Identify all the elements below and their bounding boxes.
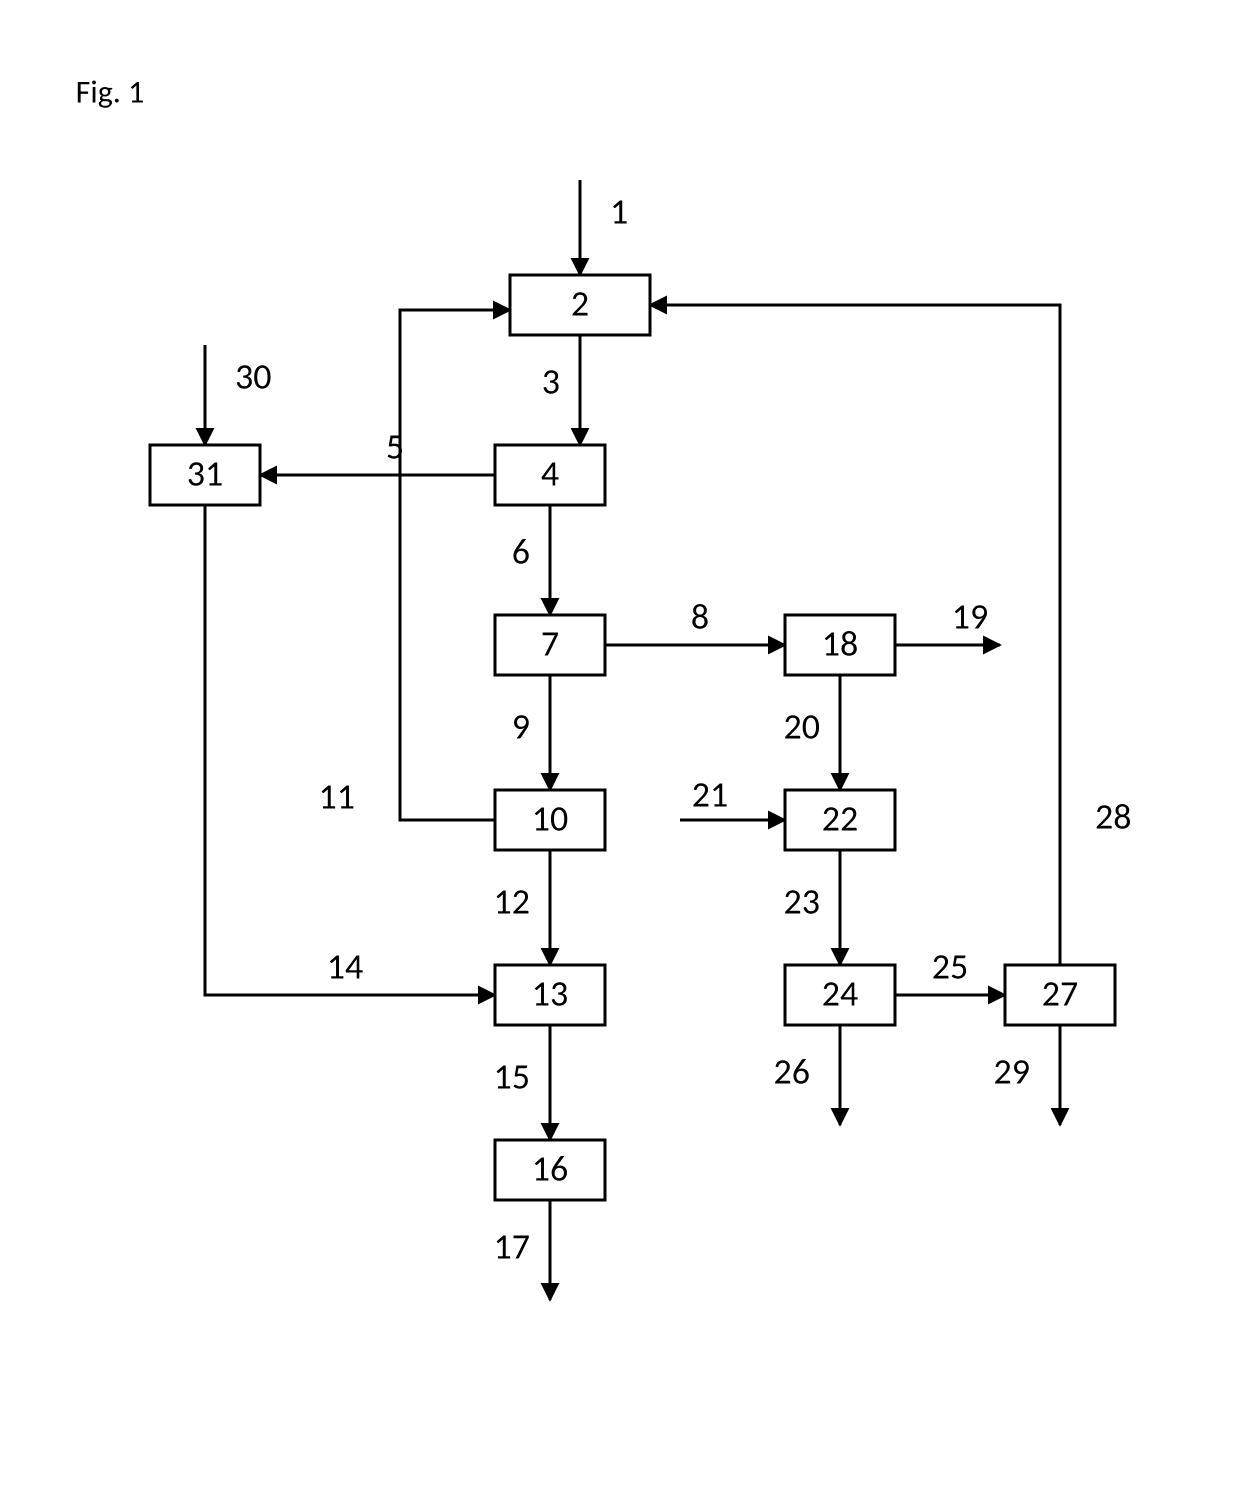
node-label-24: 24 [822, 972, 859, 1016]
node-label-2: 2 [571, 282, 589, 326]
edge-label-1: 1 [610, 190, 628, 234]
edge-11 [400, 310, 510, 820]
edge-label-23: 23 [784, 880, 821, 924]
edge-label-26: 26 [774, 1050, 811, 1094]
edge-label-6: 6 [512, 530, 530, 574]
edge-14 [205, 505, 495, 995]
node-label-31: 31 [187, 452, 224, 496]
edge-label-15: 15 [494, 1055, 531, 1099]
node-label-22: 22 [822, 797, 859, 841]
flowchart-diagram: Fig. 11356891112141517192021232526282930… [0, 0, 1240, 1492]
figure-title: Fig. 1 [76, 73, 145, 112]
edge-label-28: 28 [1095, 795, 1132, 839]
edge-label-20: 20 [784, 705, 821, 749]
edge-label-30: 30 [235, 355, 272, 399]
edge-label-21: 21 [692, 773, 729, 817]
edge-label-25: 25 [932, 945, 969, 989]
edge-label-14: 14 [327, 945, 364, 989]
node-label-7: 7 [541, 622, 559, 666]
edge-label-17: 17 [494, 1225, 531, 1269]
edge-label-12: 12 [494, 880, 531, 924]
edge-label-29: 29 [994, 1050, 1031, 1094]
node-label-10: 10 [532, 797, 569, 841]
node-label-13: 13 [532, 972, 569, 1016]
edge-label-8: 8 [691, 595, 709, 639]
edge-label-11: 11 [319, 775, 356, 819]
edge-label-9: 9 [512, 705, 530, 749]
node-label-4: 4 [541, 452, 559, 496]
edge-label-3: 3 [542, 360, 560, 404]
node-label-18: 18 [822, 622, 859, 666]
node-label-27: 27 [1042, 972, 1079, 1016]
node-label-16: 16 [532, 1147, 569, 1191]
edge-label-19: 19 [952, 595, 989, 639]
